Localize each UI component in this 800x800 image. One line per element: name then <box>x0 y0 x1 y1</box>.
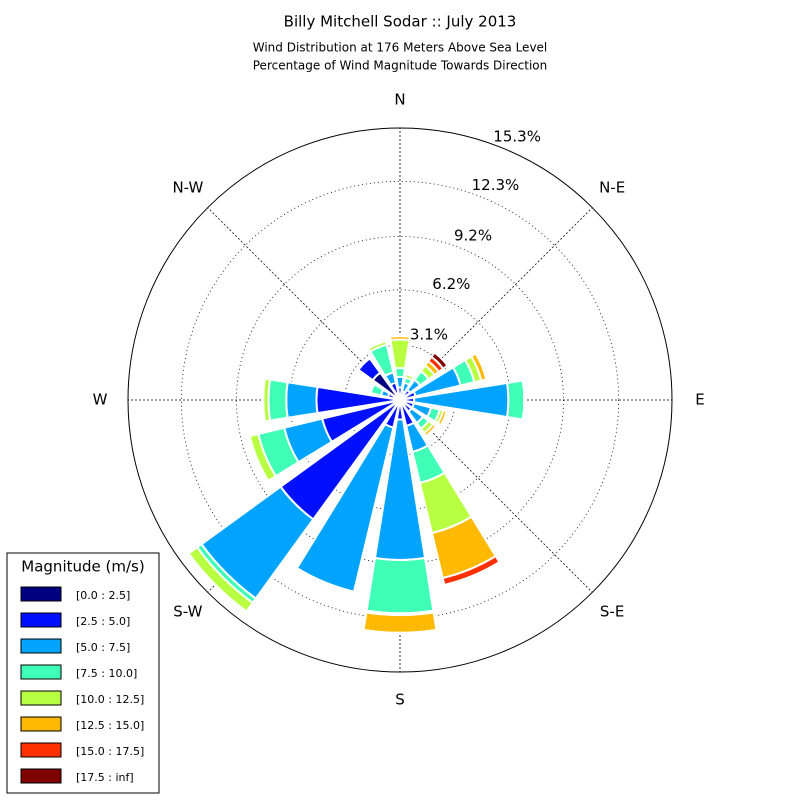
ring-label: 12.3% <box>472 176 520 194</box>
direction-label: W <box>93 391 108 409</box>
wedge <box>389 335 411 338</box>
legend-label: [7.5 : 10.0] <box>76 667 137 680</box>
wedge <box>285 381 319 419</box>
bars <box>187 335 526 634</box>
legend-swatch <box>20 742 62 758</box>
direction-label: S-E <box>600 603 624 621</box>
legend-title: Magnitude (m/s) <box>21 558 144 576</box>
legend-swatch <box>20 690 62 706</box>
wedge <box>365 556 435 615</box>
direction-label: S <box>395 691 405 709</box>
legend-swatch <box>20 664 62 680</box>
legend-label: [10.0 : 12.5] <box>76 693 144 706</box>
wedge <box>389 338 411 370</box>
ring-label: 9.2% <box>454 226 492 244</box>
labels: 3.1% 6.2% 9.2% 12.3% 15.3% N N-E E S-E S S-W W N-W <box>93 91 705 709</box>
legend-label: [17.5 : inf] <box>76 771 134 784</box>
direction-label: N-W <box>172 178 203 196</box>
legend-swatch <box>20 638 62 654</box>
wedge <box>362 611 438 634</box>
legend-swatch <box>20 612 62 628</box>
legend-label: [15.0 : 17.5] <box>76 745 144 758</box>
chart-subtitle: Wind Distribution at 176 Meters Above Se… <box>253 41 548 55</box>
wedge <box>440 410 448 426</box>
legend-label: [12.5 : 15.0] <box>76 719 144 732</box>
direction-label: N-E <box>599 178 625 196</box>
legend-label: [5.0 : 7.5] <box>76 641 130 654</box>
wedge <box>425 425 437 437</box>
wedge <box>187 553 247 613</box>
wedge <box>393 367 407 379</box>
direction-label: S-W <box>173 603 202 621</box>
wedge <box>474 353 488 380</box>
ring-label: 6.2% <box>432 275 470 293</box>
direction-label: N <box>394 91 405 109</box>
wedge <box>369 383 376 394</box>
wedge <box>406 369 417 376</box>
wedge <box>429 351 449 371</box>
chart-title: Billy Mitchell Sodar :: July 2013 <box>284 13 517 31</box>
direction-label: E <box>695 391 704 409</box>
wedge <box>296 567 355 593</box>
legend-swatch <box>20 586 62 602</box>
wedge <box>521 380 526 420</box>
wedge <box>505 379 526 421</box>
ring-label: 15.3% <box>493 127 541 145</box>
wedge <box>262 378 266 422</box>
legend: Magnitude (m/s) [0.0 : 2.5] [2.5 : 5.0] [5… <box>6 552 160 794</box>
chart-subtitle: Percentage of Wind Magnitude Towards Dir… <box>253 59 547 73</box>
grid-circle <box>180 180 620 620</box>
legend-label: [2.5 : 5.0] <box>76 615 130 628</box>
ring-label: 3.1% <box>410 326 448 344</box>
legend-swatch <box>20 716 62 732</box>
wedge <box>357 357 371 371</box>
wedge <box>267 378 289 422</box>
legend-label: [0.0 : 2.5] <box>76 589 130 602</box>
legend-swatch <box>20 768 62 784</box>
